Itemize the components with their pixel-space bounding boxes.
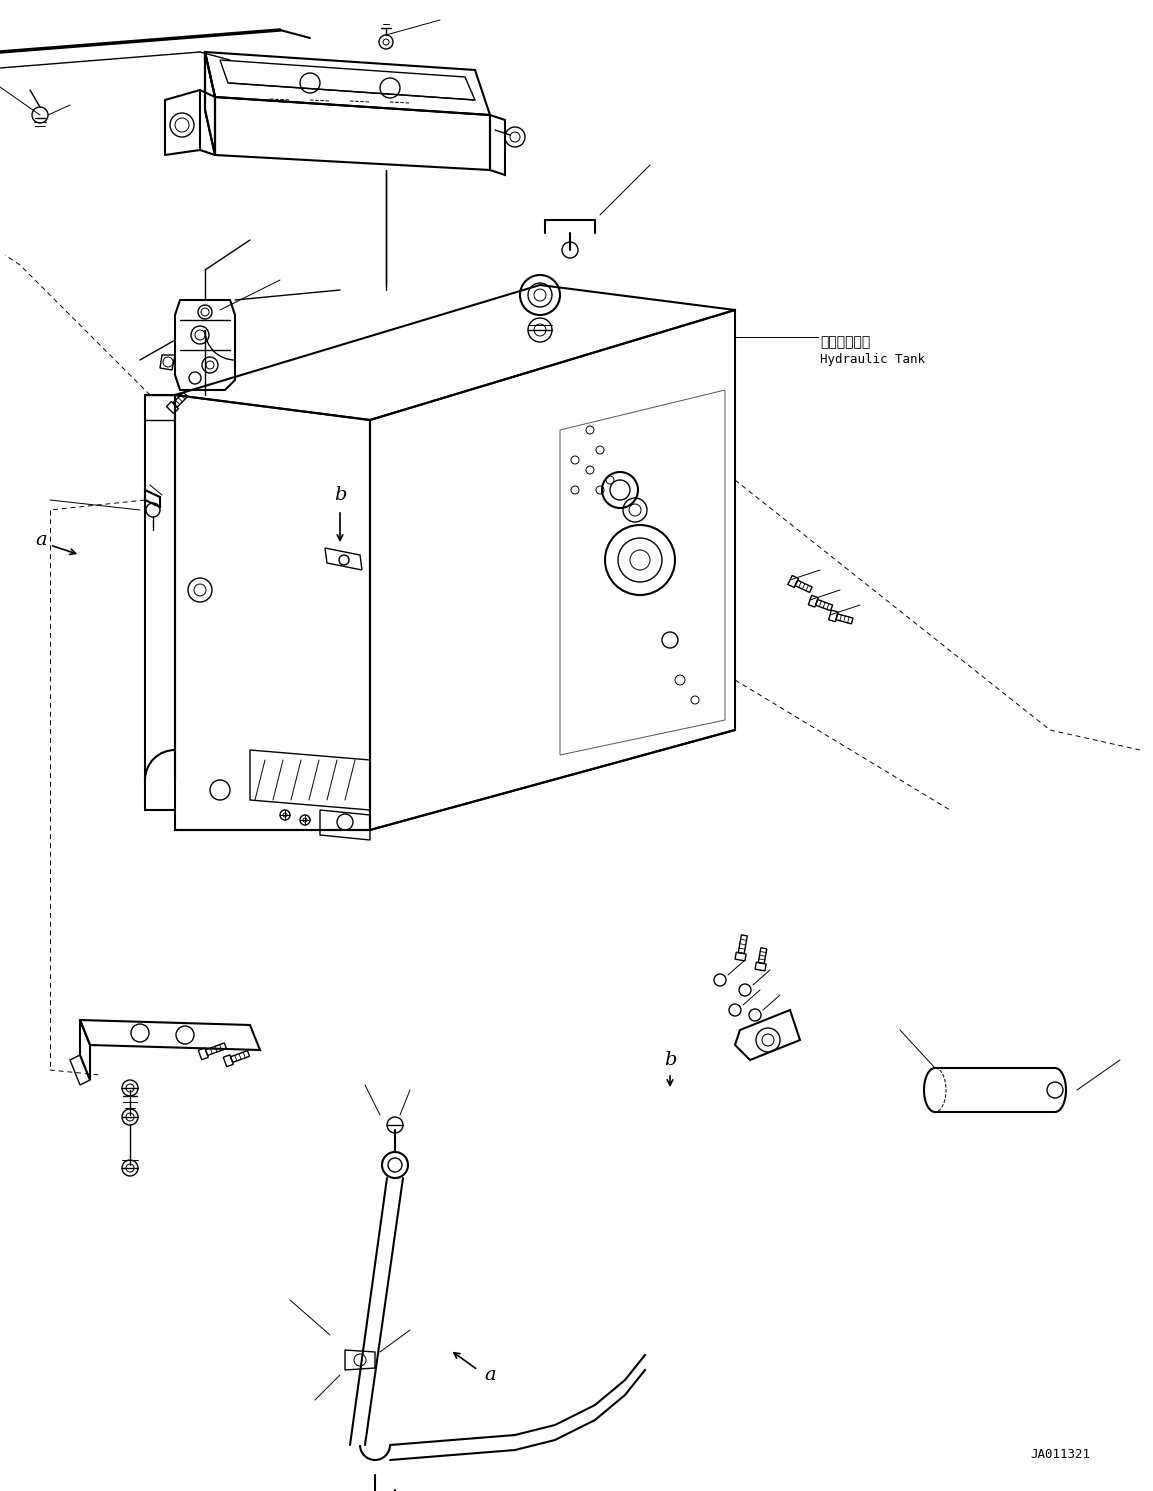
- Text: b: b: [664, 1051, 677, 1069]
- Text: a: a: [484, 1366, 496, 1384]
- Circle shape: [146, 502, 160, 517]
- Circle shape: [562, 242, 578, 258]
- Text: b: b: [333, 486, 346, 504]
- Text: JA011321: JA011321: [1030, 1448, 1090, 1461]
- Text: 作動油タンク: 作動油タンク: [820, 335, 871, 349]
- Text: a: a: [36, 531, 47, 549]
- Text: Hydraulic Tank: Hydraulic Tank: [820, 353, 925, 365]
